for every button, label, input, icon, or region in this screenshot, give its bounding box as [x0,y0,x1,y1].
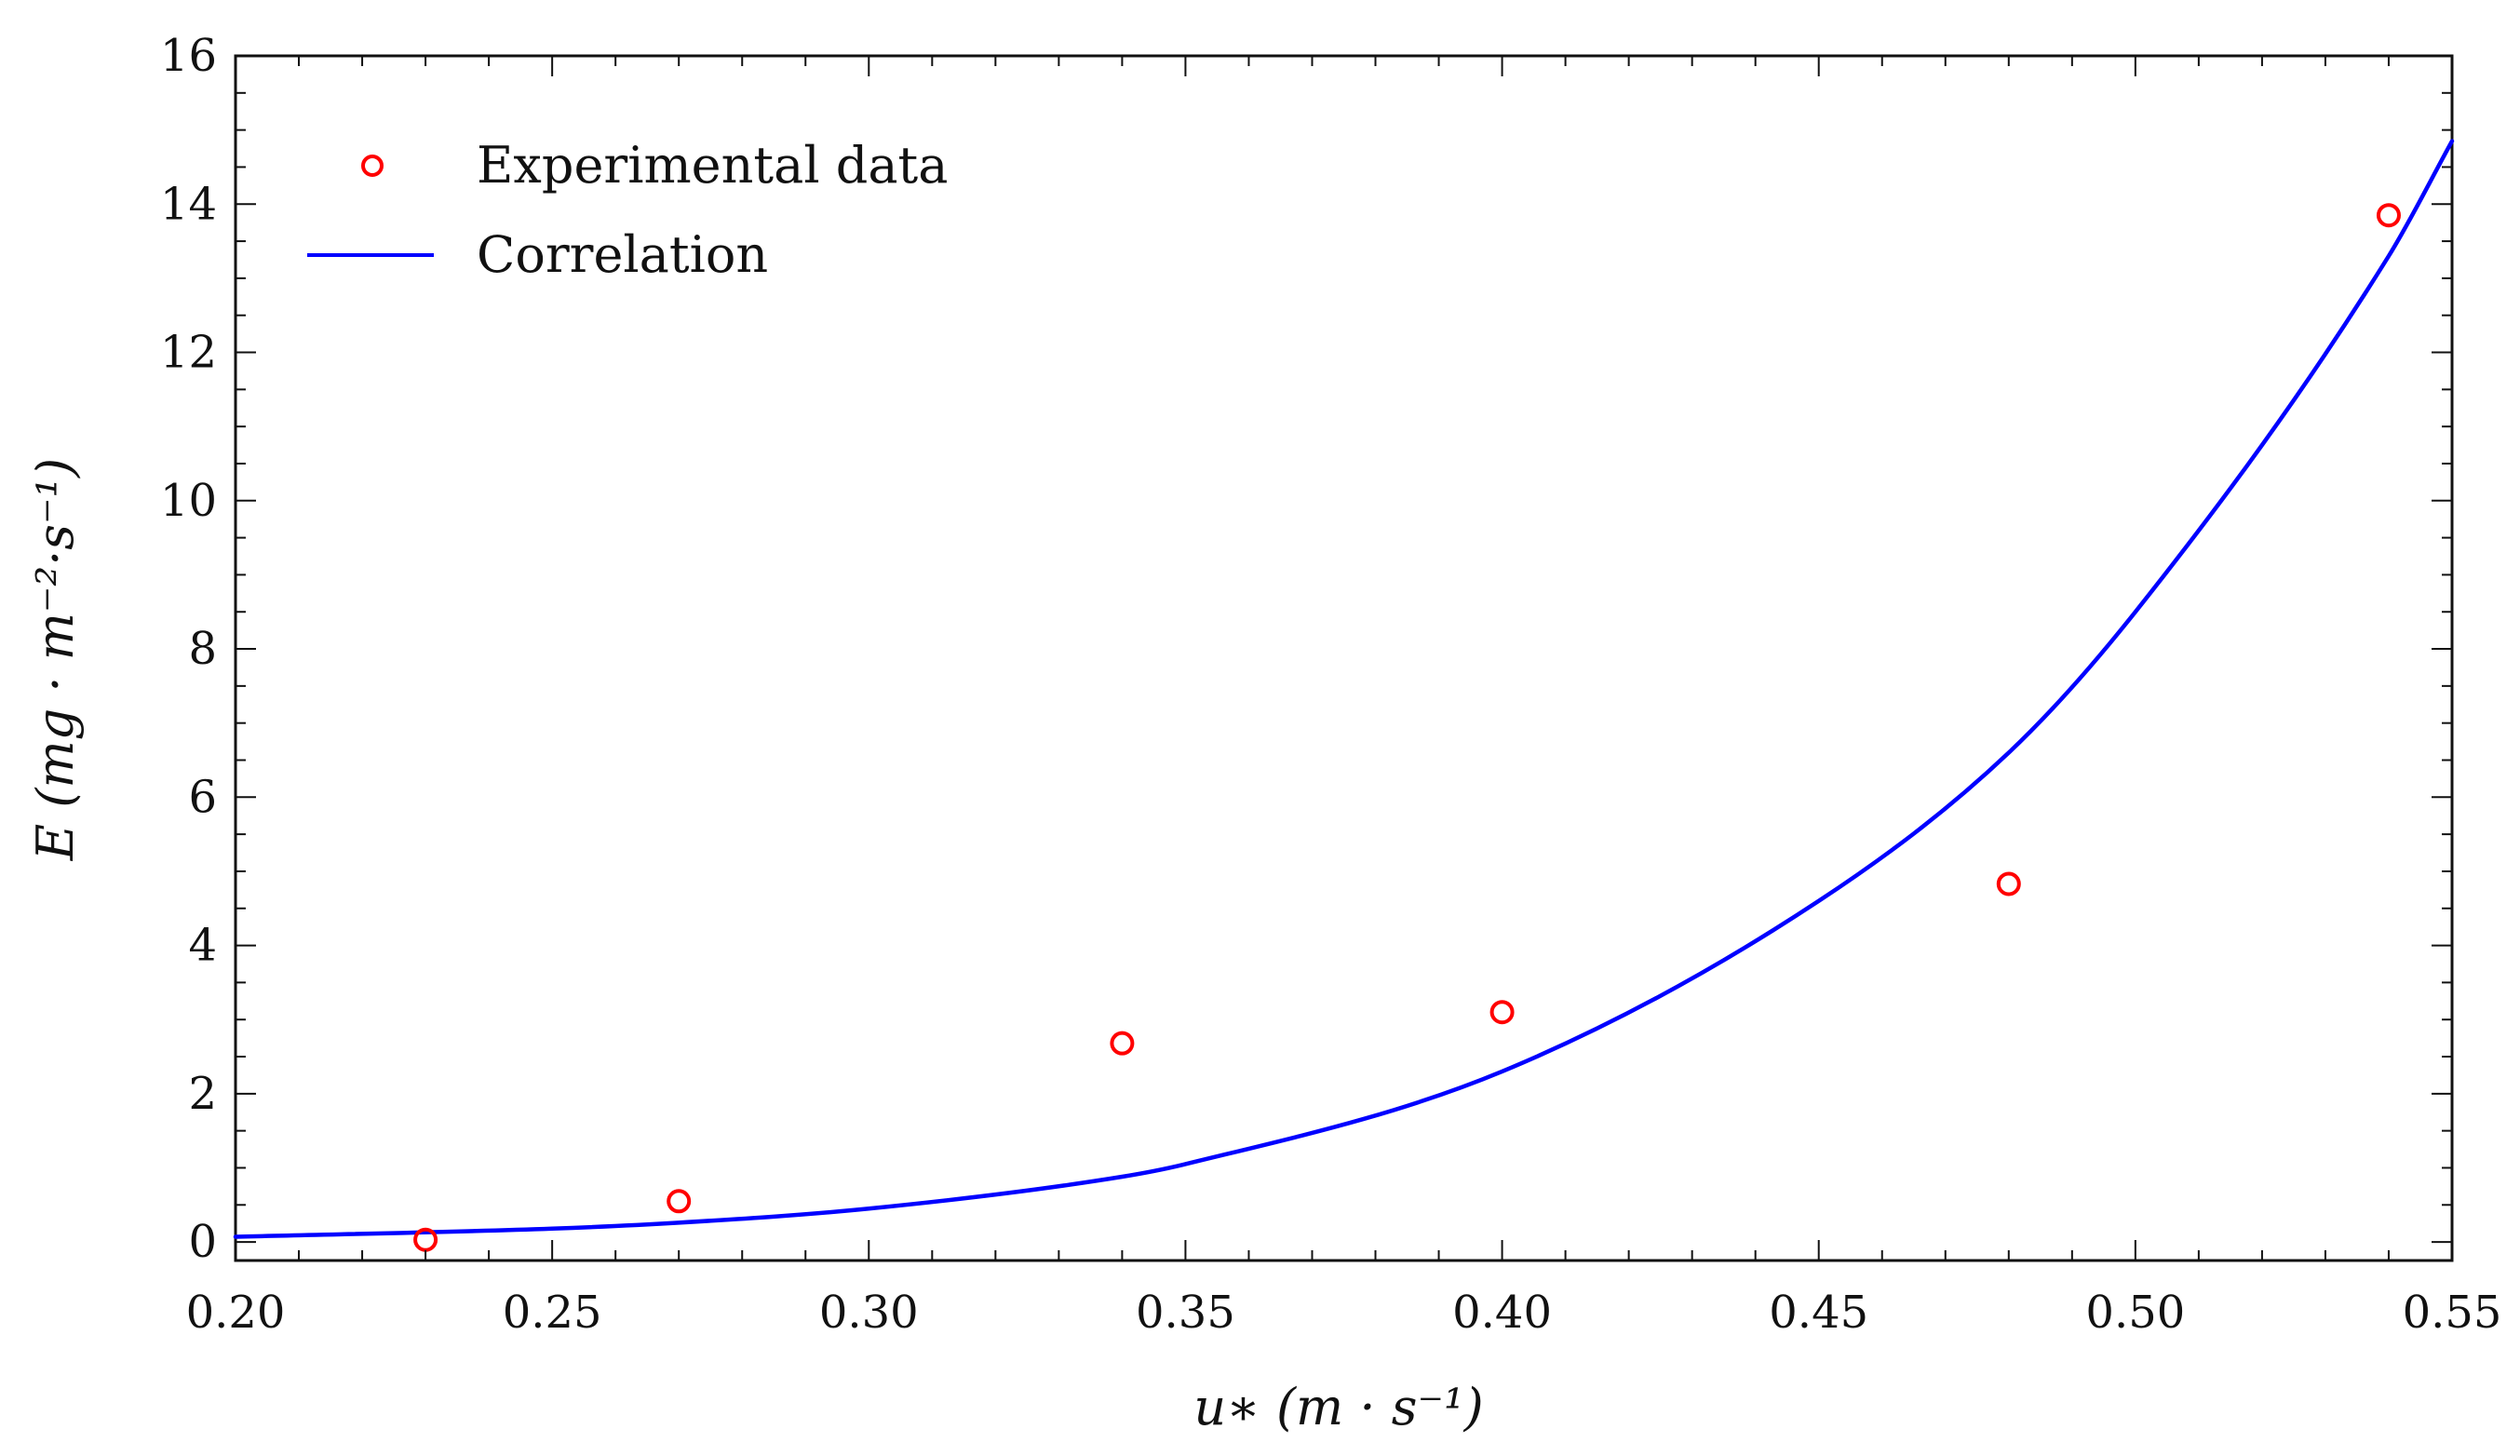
plot-area [233,54,2455,1262]
y-tick-label: 2 [188,1068,217,1120]
x-tick-label: 0.50 [2085,1287,2185,1339]
y-tick-label: 12 [160,327,217,379]
y-tick-label: 10 [160,475,217,527]
x-tick-label: 0.20 [186,1287,286,1339]
legend-label-correlation: Correlation [477,225,768,284]
data-point [667,1189,692,1214]
axis-ticks [235,55,2453,1261]
y-tick-label: 14 [160,178,217,230]
data-point [1110,1031,1135,1056]
plot-frame [234,54,2454,1262]
correlation-line [233,139,2455,1239]
x-tick-label: 0.40 [1452,1287,1552,1339]
legend: Experimental data Correlation [307,136,948,284]
y-axis-label: E (mg · m⁻²·s⁻¹) [26,458,85,861]
y-tick-label: 8 [188,623,217,675]
tick-labels: 0.20 0.25 0.30 0.35 0.40 0.45 0.50 0.55 0 2 4 6 8 10 1… [160,30,2502,1339]
x-axis-label: u∗ (m · s⁻¹) [1193,1378,1483,1436]
data-point [2376,203,2401,228]
y-tick-label: 4 [188,920,217,972]
x-tick-label: 0.55 [2403,1287,2502,1339]
x-tick-label: 0.25 [503,1287,602,1339]
data-point [413,1227,438,1252]
y-tick-label: 16 [160,30,217,82]
x-tick-label: 0.35 [1136,1287,1235,1339]
legend-marker-experimental [361,155,384,177]
data-point [1489,1000,1515,1025]
data-point [1996,871,2021,897]
x-tick-label: 0.45 [1769,1287,1868,1339]
legend-label-experimental: Experimental data [477,136,948,195]
y-tick-label: 0 [188,1216,217,1268]
x-tick-label: 0.30 [819,1287,919,1339]
y-tick-label: 6 [188,771,217,823]
